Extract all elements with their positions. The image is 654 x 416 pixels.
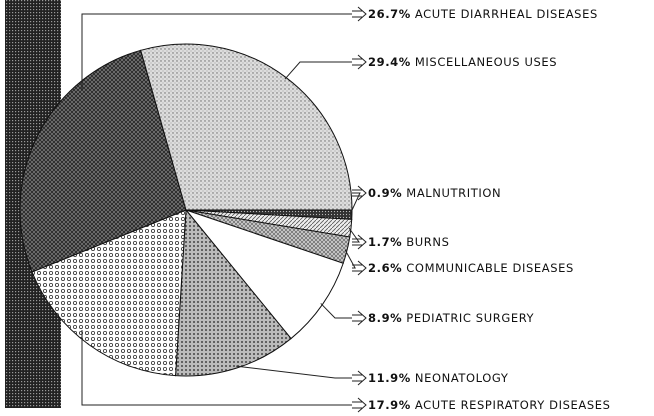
pie-slice (31, 209, 187, 377)
value-label: 2.6% (368, 261, 402, 275)
arrow (352, 234, 367, 250)
category-label: MALNUTRITION (406, 186, 501, 200)
value-label: 11.9% (368, 371, 411, 385)
value-label: 29.4% (368, 55, 411, 69)
slice-label: 2.6% COMMUNICABLE DISEASES (368, 261, 574, 275)
leader-line (81, 13, 352, 90)
arrow (352, 6, 367, 22)
arrow (352, 260, 367, 276)
pie-slice (175, 208, 292, 377)
arrow (352, 54, 367, 70)
category-label: NEONATOLOGY (415, 371, 509, 385)
pie-slice (19, 49, 187, 273)
category-label: ACUTE RESPIRATORY DISEASES (415, 398, 611, 412)
value-label: 26.7% (368, 7, 411, 21)
category-label: MISCELLANEOUS USES (415, 55, 557, 69)
arrow (352, 370, 367, 386)
value-label: 17.9% (368, 398, 411, 412)
leader-line (348, 227, 360, 243)
slice-label: 17.9% ACUTE RESPIRATORY DISEASES (368, 398, 611, 412)
value-label: 1.7% (368, 235, 402, 249)
value-label: 0.9% (368, 186, 402, 200)
slice-label: 29.4% MISCELLANEOUS USES (368, 55, 557, 69)
arrow (352, 397, 367, 413)
category-label: PEDIATRIC SURGERY (406, 311, 534, 325)
category-label: COMMUNICABLE DISEASES (406, 261, 574, 275)
arrow (352, 185, 367, 201)
value-label: 8.9% (368, 311, 402, 325)
slice-label: 26.7% ACUTE DIARRHEAL DISEASES (368, 7, 598, 21)
category-label: ACUTE DIARRHEAL DISEASES (415, 7, 598, 21)
category-label: BURNS (406, 235, 449, 249)
slice-label: 8.9% PEDIATRIC SURGERY (368, 311, 535, 325)
leader-line (81, 330, 352, 406)
slice-label: 1.7% BURNS (368, 235, 450, 249)
leader-line (284, 61, 352, 80)
arrow (352, 310, 367, 326)
leader-line (236, 365, 352, 379)
slice-label: 11.9% NEONATOLOGY (368, 371, 509, 385)
leader-line (349, 192, 361, 215)
slice-label: 0.9% MALNUTRITION (368, 186, 501, 200)
leader-line (344, 249, 356, 269)
leader-line (320, 303, 352, 319)
